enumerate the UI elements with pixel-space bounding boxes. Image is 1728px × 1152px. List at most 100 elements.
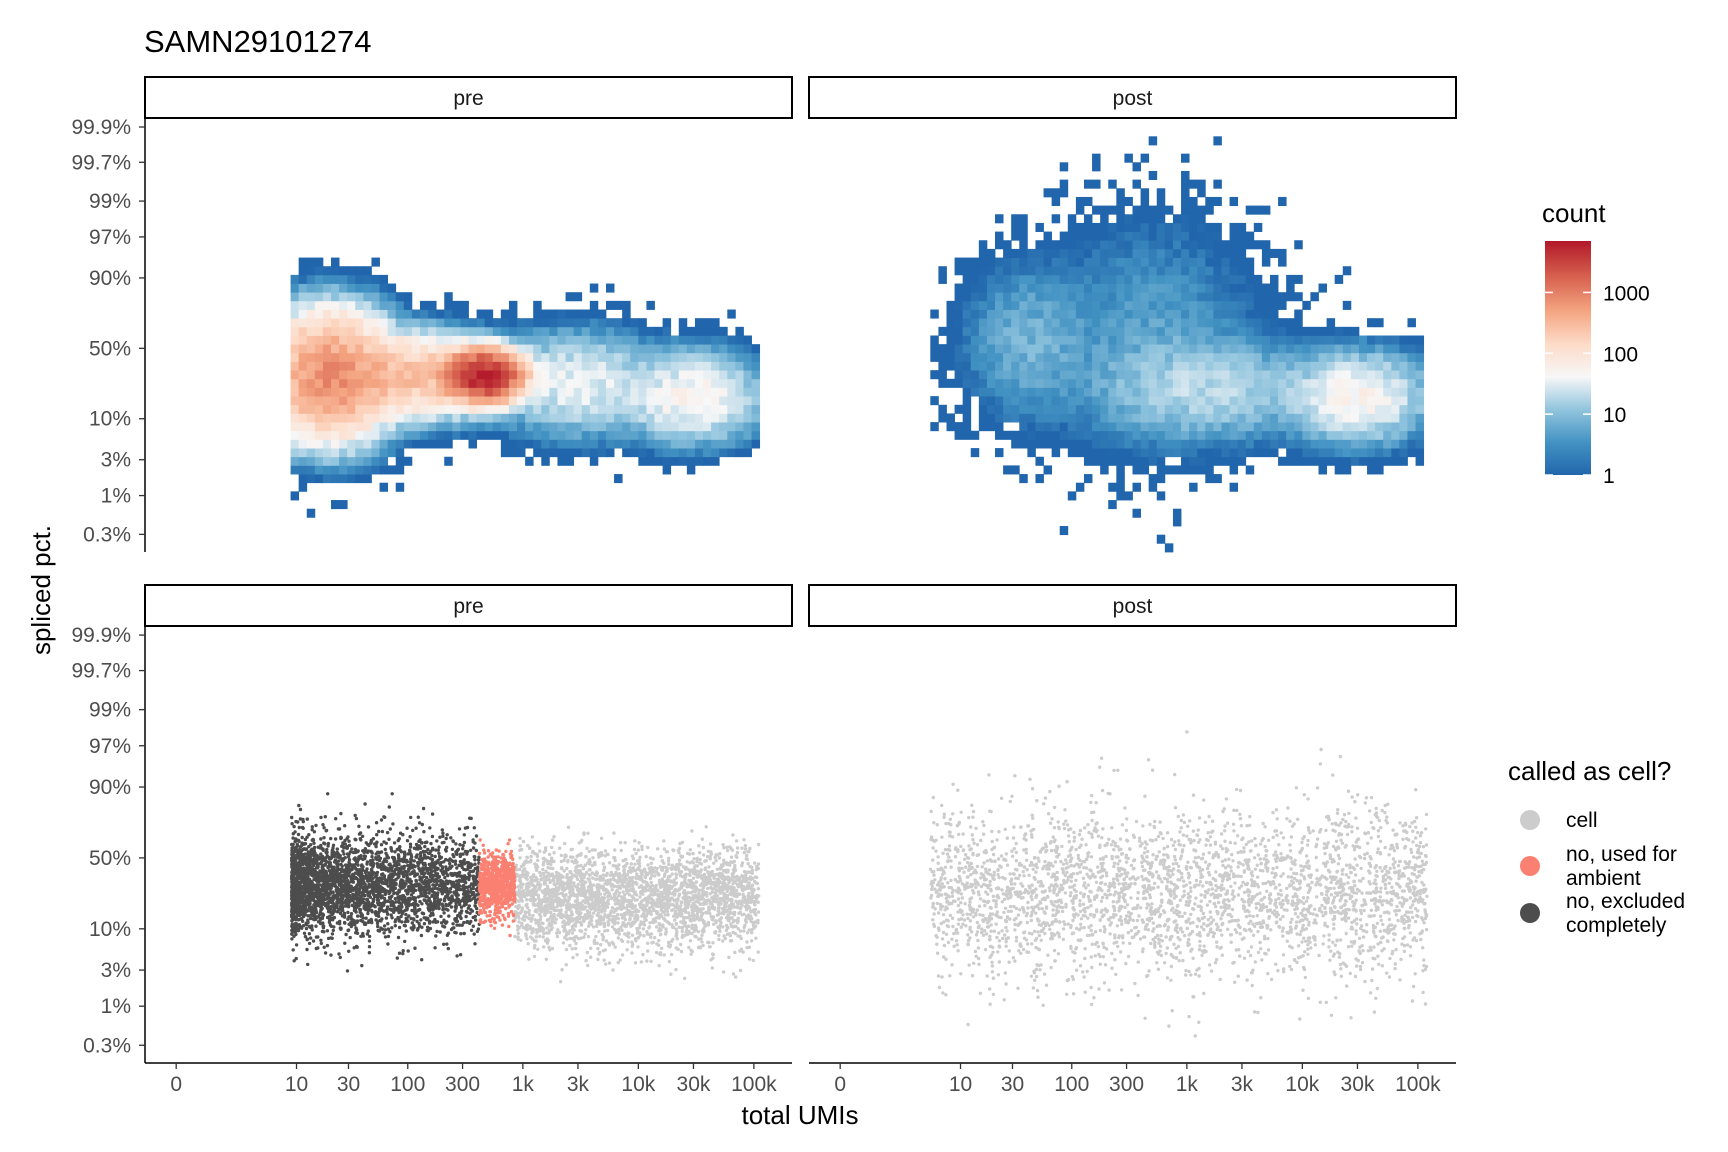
- scatter-point-cell: [640, 922, 644, 926]
- heatmap-bin: [460, 335, 469, 345]
- heatmap-bin: [1156, 422, 1166, 432]
- heatmap-bin: [1302, 300, 1311, 310]
- heatmap-bin: [1181, 430, 1190, 440]
- heatmap-bin: [1229, 370, 1239, 380]
- heatmap-bin: [1019, 404, 1028, 414]
- heatmap-bin: [938, 266, 947, 276]
- heatmap-bin: [339, 422, 348, 432]
- heatmap-bin: [1189, 439, 1198, 449]
- heatmap-bin: [1059, 378, 1069, 388]
- heatmap-bin: [468, 430, 477, 440]
- scatter-point-cell: [714, 930, 718, 934]
- heatmap-bin: [646, 448, 655, 458]
- scatter-point-cell: [587, 858, 591, 862]
- scatter-point-cell: [733, 950, 737, 955]
- heatmap-bin: [1132, 205, 1141, 215]
- heatmap-bin: [1367, 439, 1376, 449]
- heatmap-bin: [751, 413, 761, 423]
- heatmap-bin: [533, 448, 542, 458]
- heatmap-bin: [1132, 326, 1141, 336]
- scatter-point-cell: [747, 945, 752, 949]
- heatmap-bin: [1269, 448, 1279, 458]
- heatmap-bin: [751, 396, 761, 406]
- heatmap-bin: [1172, 404, 1182, 414]
- heatmap-bin: [995, 274, 1004, 284]
- heatmap-bin: [1181, 248, 1190, 258]
- heatmap-bin: [306, 396, 316, 406]
- heatmap-bin: [1197, 179, 1206, 189]
- heatmap-bin: [962, 378, 972, 388]
- heatmap-bin: [1278, 248, 1287, 258]
- heatmap-bin: [1181, 188, 1190, 198]
- heatmap-bin: [1367, 387, 1376, 397]
- heatmap-bin: [331, 448, 340, 458]
- scatter-point-cell: [518, 844, 522, 848]
- scatter-point-cell: [730, 900, 734, 905]
- heatmap-bin: [549, 370, 558, 380]
- heatmap-bin: [1108, 482, 1117, 492]
- heatmap-bin: [930, 422, 939, 432]
- heatmap-bin: [1318, 413, 1327, 423]
- heatmap-bin: [1221, 387, 1230, 397]
- scatter-point-cell: [613, 918, 617, 923]
- heatmap-bin: [1261, 309, 1271, 319]
- heatmap-bin: [298, 292, 308, 302]
- scatter-point-cell: [616, 921, 620, 925]
- scatter-point-cell: [708, 857, 712, 861]
- heatmap-bin: [533, 378, 542, 388]
- heatmap-bin: [970, 335, 980, 345]
- scatter-point-cell: [721, 882, 725, 886]
- heatmap-bin: [347, 456, 356, 466]
- heatmap-bin: [517, 404, 526, 414]
- scatter-point-cell: [614, 897, 619, 902]
- heatmap-bin: [371, 387, 380, 397]
- heatmap-bin: [581, 387, 591, 397]
- heatmap-bin: [1205, 205, 1214, 215]
- heatmap-bin: [1189, 283, 1198, 293]
- heatmap-bin: [1261, 300, 1271, 310]
- heatmap-bin: [1310, 378, 1319, 388]
- heatmap-bin: [1213, 257, 1222, 267]
- heatmap-bin: [995, 370, 1004, 380]
- heatmap-bin: [411, 344, 421, 354]
- heatmap-bin: [371, 396, 380, 406]
- heatmap-bin: [1027, 387, 1036, 397]
- heatmap-bin: [1011, 439, 1020, 449]
- heatmap-bin: [1181, 318, 1190, 328]
- heatmap-bin: [1108, 352, 1117, 362]
- heatmap-bin: [1383, 378, 1392, 388]
- heatmap-bin: [379, 448, 389, 458]
- heatmap-bin: [654, 387, 663, 397]
- heatmap-bin: [719, 404, 728, 414]
- scatter-point-cell: [751, 958, 755, 963]
- heatmap-bin: [1342, 370, 1352, 380]
- scatter-point-cell: [584, 880, 588, 884]
- heatmap-bin: [1132, 240, 1141, 250]
- heatmap-bin: [1003, 387, 1012, 397]
- heatmap-bin: [565, 404, 575, 414]
- heatmap-bin: [646, 404, 655, 414]
- heatmap-bin: [387, 344, 397, 354]
- heatmap-bin: [1156, 396, 1166, 406]
- heatmap-bin: [1019, 344, 1028, 354]
- heatmap-bin: [476, 309, 486, 319]
- heatmap-bin: [1245, 326, 1255, 336]
- heatmap-bin: [1221, 370, 1230, 380]
- heatmap-bin: [1245, 352, 1255, 362]
- heatmap-bin: [1156, 456, 1166, 466]
- heatmap-bin: [1148, 439, 1158, 449]
- heatmap-bin: [1124, 335, 1133, 345]
- heatmap-bin: [525, 413, 534, 423]
- heatmap-bin: [1375, 335, 1384, 345]
- heatmap-bin: [1294, 352, 1303, 362]
- heatmap-bin: [1116, 378, 1125, 388]
- heatmap-bin: [686, 404, 696, 414]
- heatmap-bin: [557, 335, 566, 345]
- heatmap-bin: [371, 335, 380, 345]
- scatter-point-cell: [750, 865, 754, 870]
- heatmap-bin: [1286, 378, 1295, 388]
- heatmap-bin: [1334, 439, 1344, 449]
- heatmap-bin: [1148, 300, 1158, 310]
- heatmap-bin: [1059, 318, 1069, 328]
- heatmap-bin: [589, 456, 599, 466]
